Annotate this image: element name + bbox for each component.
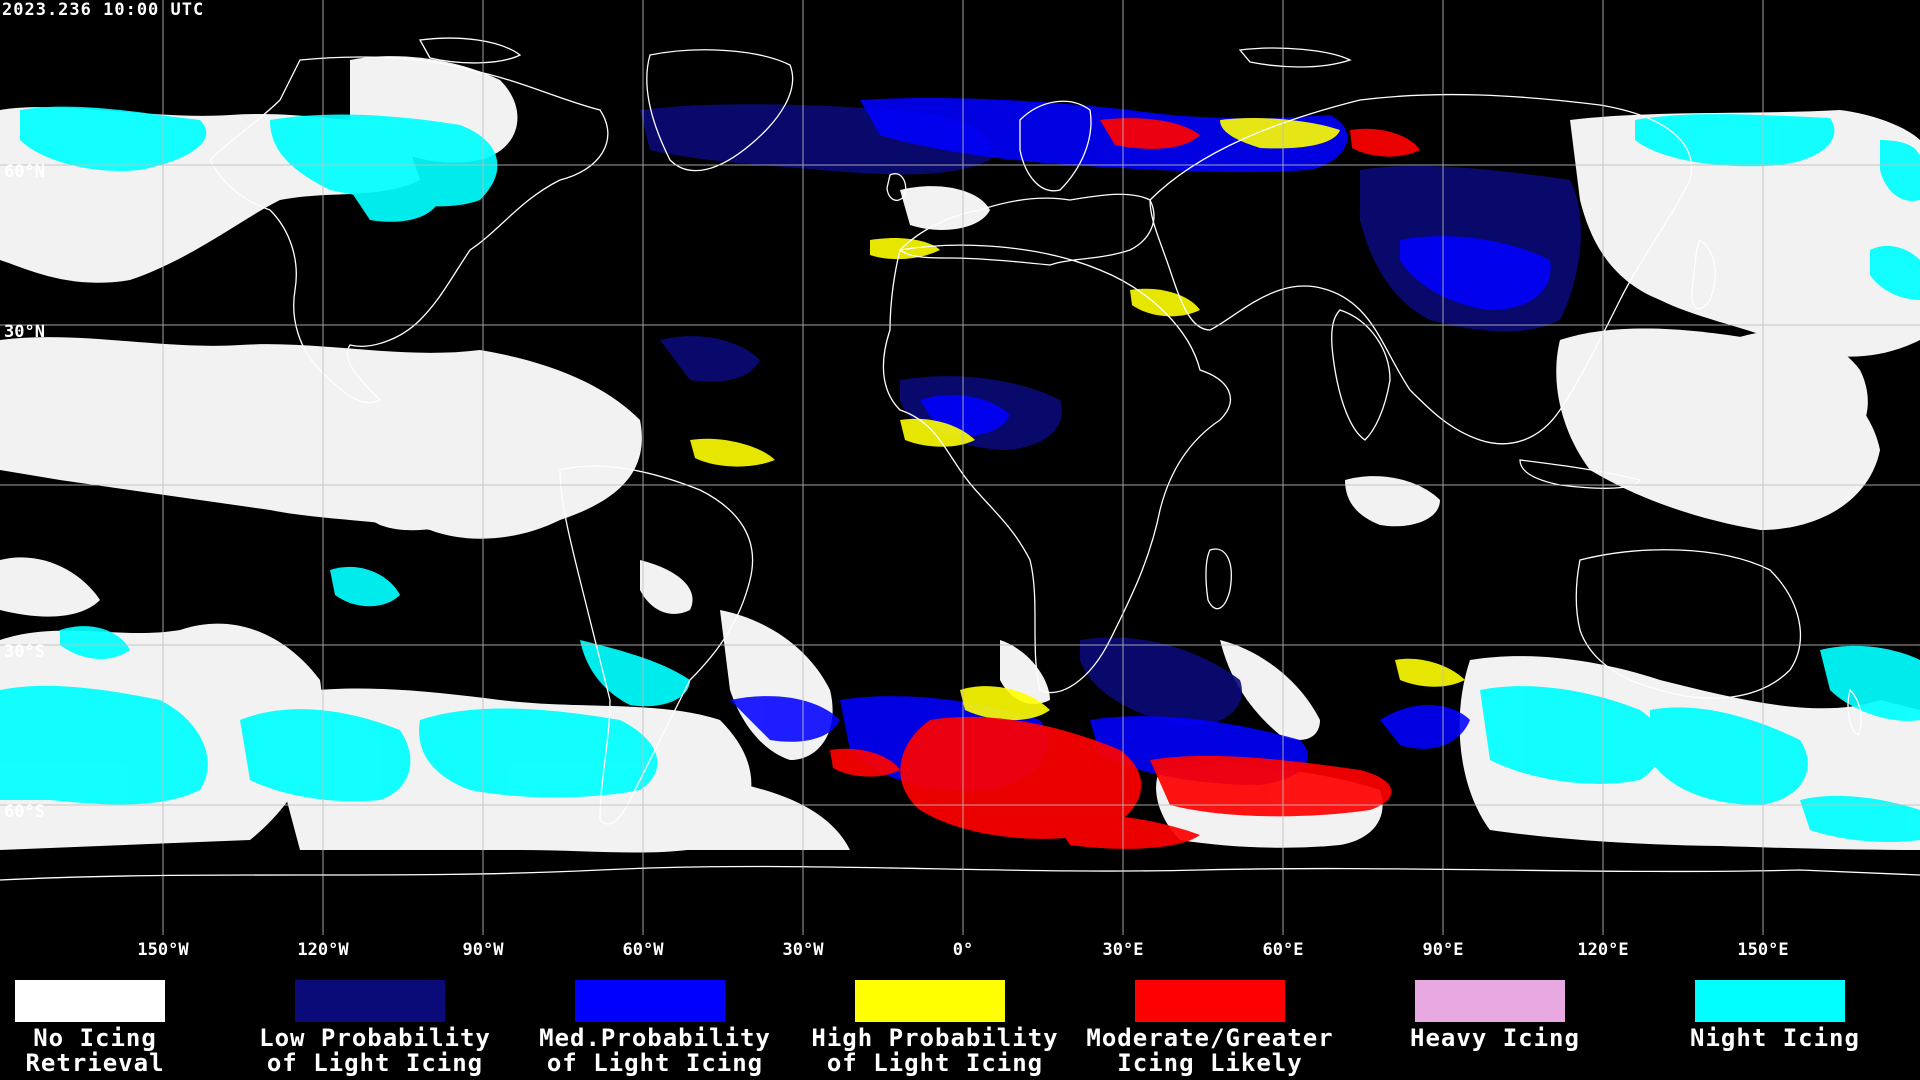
legend-swatch: [295, 980, 445, 1022]
legend-label-line2: of Light Icing: [546, 1049, 764, 1077]
longitude-label: 30°W: [783, 940, 825, 960]
legend-label: Low Probability of Light Icing: [245, 1026, 505, 1076]
coastline-layer: [0, 37, 1920, 881]
longitude-label: 60°E: [1263, 940, 1304, 960]
legend-label-line1: Heavy Icing: [1410, 1024, 1580, 1052]
timestamp-label: 2023.236 10:00 UTC: [2, 0, 205, 20]
legend-item-no-icing: No Icing Retrieval: [0, 960, 225, 1080]
legend-label-line2: Icing Likely: [1117, 1049, 1303, 1077]
legend-swatch: [1695, 980, 1845, 1022]
legend-label: Night Icing: [1645, 1026, 1905, 1051]
legend-label: Med.Probability of Light Icing: [525, 1026, 785, 1076]
legend-item-night-icing: Night Icing: [1645, 960, 1905, 1080]
legend-label: No Icing Retrieval: [0, 1026, 225, 1076]
latitude-label: 30°N: [4, 322, 45, 342]
longitude-label: 150°W: [137, 940, 189, 960]
latitude-label: 60°S: [4, 802, 45, 822]
latitude-label: 30°S: [4, 642, 45, 662]
legend-item-heavy-icing: Heavy Icing: [1365, 960, 1625, 1080]
latitude-labels: 60°N 30°N 30°S 60°S: [4, 162, 45, 822]
legend: No Icing Retrieval Low Probability of Li…: [0, 960, 1920, 1080]
legend-label-line2: of Light Icing: [266, 1049, 484, 1077]
legend-label-line1: Night Icing: [1690, 1024, 1860, 1052]
legend-label-line1: No Icing: [33, 1024, 157, 1052]
icing-field-layer: [0, 56, 1920, 853]
legend-label: High Probability of Light Icing: [805, 1026, 1065, 1076]
legend-item-high-probability: High Probability of Light Icing: [805, 960, 1065, 1080]
legend-swatch: [1135, 980, 1285, 1022]
legend-label: Heavy Icing: [1365, 1026, 1625, 1051]
longitude-label: 90°W: [463, 940, 505, 960]
longitude-label: 90°E: [1423, 940, 1464, 960]
legend-swatch: [575, 980, 725, 1022]
longitude-label: 30°E: [1103, 940, 1144, 960]
legend-label-line1: Moderate/Greater: [1086, 1024, 1334, 1052]
legend-label-line1: Low Probability: [259, 1024, 491, 1052]
icing-map: 150°W 120°W 90°W 60°W 30°W 0° 30°E 60°E 90°E 120°…: [0, 0, 1920, 960]
longitude-label: 0°: [953, 940, 973, 960]
legend-item-med-probability: Med.Probability of Light Icing: [525, 960, 785, 1080]
longitude-label: 120°E: [1577, 940, 1628, 960]
legend-swatch: [855, 980, 1005, 1022]
legend-item-low-probability: Low Probability of Light Icing: [245, 960, 505, 1080]
legend-swatch: [15, 980, 165, 1022]
legend-item-moderate-greater: Moderate/Greater Icing Likely: [1080, 960, 1340, 1080]
graticule: [0, 0, 1920, 935]
longitude-label: 120°W: [297, 940, 349, 960]
legend-label-line2: Retrieval: [25, 1049, 165, 1077]
latitude-label: 60°N: [4, 162, 45, 182]
longitude-label: 150°E: [1737, 940, 1788, 960]
legend-label: Moderate/Greater Icing Likely: [1080, 1026, 1340, 1076]
longitude-label: 60°W: [623, 940, 665, 960]
legend-label-line1: Med.Probability: [539, 1024, 771, 1052]
legend-label-line2: of Light Icing: [826, 1049, 1044, 1077]
legend-label-line1: High Probability: [811, 1024, 1059, 1052]
legend-swatch: [1415, 980, 1565, 1022]
longitude-labels: 150°W 120°W 90°W 60°W 30°W 0° 30°E 60°E 90°E 120°…: [137, 940, 1788, 960]
